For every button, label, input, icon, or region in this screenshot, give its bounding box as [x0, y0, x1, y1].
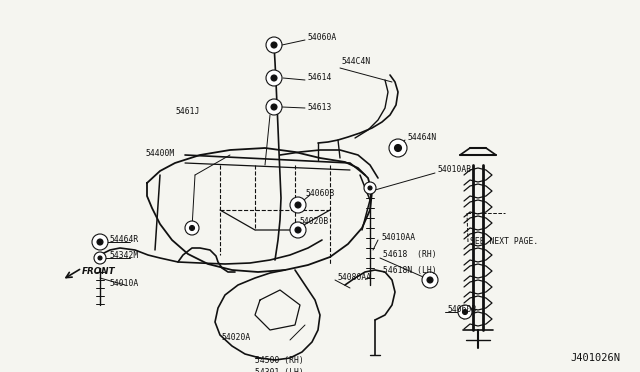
Circle shape	[185, 221, 199, 235]
Text: 54010A: 54010A	[110, 279, 140, 288]
Text: 54618  (RH): 54618 (RH)	[383, 250, 436, 260]
Text: 54301 (LH): 54301 (LH)	[255, 368, 304, 372]
Circle shape	[364, 182, 376, 194]
Circle shape	[189, 225, 195, 231]
Text: 54342M: 54342M	[110, 251, 140, 260]
Text: J401026N: J401026N	[570, 353, 620, 363]
Text: 54060A: 54060A	[308, 33, 337, 42]
Circle shape	[290, 197, 306, 213]
Text: 54010AA: 54010AA	[382, 234, 416, 243]
Text: 54060B: 54060B	[305, 189, 334, 198]
Text: 54614: 54614	[308, 74, 332, 83]
Text: 54618N (LH): 54618N (LH)	[383, 266, 436, 275]
Circle shape	[92, 234, 108, 250]
Text: 54060B: 54060B	[447, 305, 476, 314]
Text: 54464R: 54464R	[110, 235, 140, 244]
Circle shape	[458, 305, 472, 319]
Circle shape	[295, 227, 301, 233]
Text: 54080AA: 54080AA	[338, 273, 372, 282]
Circle shape	[97, 239, 103, 245]
Circle shape	[290, 222, 306, 238]
Circle shape	[271, 104, 277, 110]
Circle shape	[98, 256, 102, 260]
Circle shape	[271, 75, 277, 81]
Text: 54613: 54613	[308, 103, 332, 112]
Circle shape	[266, 37, 282, 53]
Text: 544C4N: 544C4N	[342, 58, 371, 67]
Text: 54464N: 54464N	[408, 134, 437, 142]
Text: 54020A: 54020A	[222, 334, 252, 343]
Circle shape	[427, 277, 433, 283]
Circle shape	[94, 252, 106, 264]
Circle shape	[266, 99, 282, 115]
Circle shape	[394, 144, 401, 151]
Text: 5461J: 5461J	[175, 108, 200, 116]
Text: 54500 (RH): 54500 (RH)	[255, 356, 304, 365]
Circle shape	[463, 310, 467, 314]
Circle shape	[389, 139, 407, 157]
Text: SEE NEXT PAGE.: SEE NEXT PAGE.	[470, 237, 538, 247]
Circle shape	[368, 186, 372, 190]
Circle shape	[266, 70, 282, 86]
Circle shape	[271, 42, 277, 48]
Text: 54020B: 54020B	[300, 218, 329, 227]
Circle shape	[295, 202, 301, 208]
Text: FRONT: FRONT	[82, 267, 116, 276]
Circle shape	[422, 272, 438, 288]
Text: 54400M: 54400M	[145, 148, 174, 157]
Text: 54010AB: 54010AB	[437, 166, 471, 174]
